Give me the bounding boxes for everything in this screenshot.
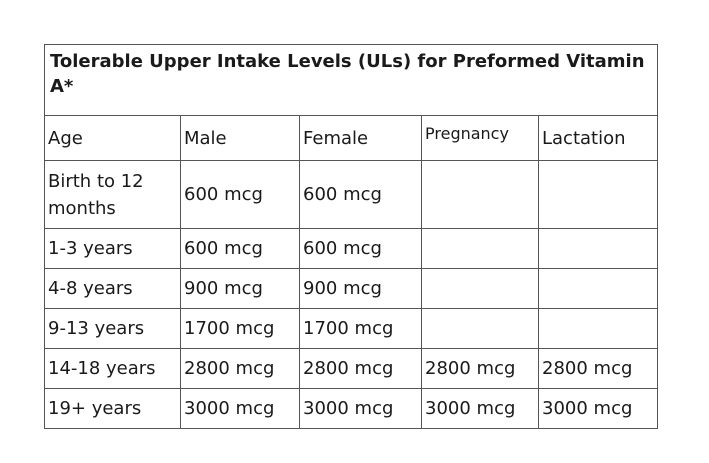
title-row: Tolerable Upper Intake Levels (ULs) for … xyxy=(43,44,659,116)
value-cell xyxy=(537,228,659,269)
data-row: 4-8 years 900 mcg 900 mcg xyxy=(44,268,659,309)
value-cell: 3000 mcg xyxy=(180,388,300,429)
value-cell: 2800 mcg xyxy=(180,348,300,389)
header-row: Age Male Female Pregnancy Lactation xyxy=(44,115,659,161)
value-cell: 1700 mcg xyxy=(299,308,422,349)
age-cell: 9-13 years xyxy=(44,308,181,349)
data-row: Birth to 12 months 600 mcg 600 mcg xyxy=(44,160,659,229)
column-header: Pregnancy xyxy=(421,115,539,161)
table-body: Age Male Female Pregnancy Lactation Birth to … xyxy=(44,115,659,429)
table-title: Tolerable Upper Intake Levels (ULs) for … xyxy=(43,44,659,116)
value-cell: 3000 mcg xyxy=(299,388,422,429)
value-cell xyxy=(537,160,659,229)
age-cell: 4-8 years xyxy=(44,268,181,309)
column-header: Male xyxy=(180,115,300,161)
value-cell xyxy=(421,308,539,349)
data-row: 14-18 years 2800 mcg 2800 mcg 2800 mcg 2800 … xyxy=(44,348,659,389)
column-header: Lactation xyxy=(537,115,659,161)
value-cell xyxy=(537,268,659,309)
column-header: Age xyxy=(44,115,181,161)
value-cell: 2800 mcg xyxy=(421,348,539,389)
value-cell xyxy=(421,160,539,229)
value-cell: 900 mcg xyxy=(299,268,422,309)
age-cell: Birth to 12 months xyxy=(44,160,181,229)
age-cell: 19+ years xyxy=(44,388,181,429)
value-cell: 2800 mcg xyxy=(537,348,659,389)
value-cell xyxy=(421,268,539,309)
age-cell: 14-18 years xyxy=(44,348,181,389)
ul-table: Tolerable Upper Intake Levels (ULs) for … xyxy=(43,44,659,429)
value-cell: 600 mcg xyxy=(299,160,422,229)
value-cell: 3000 mcg xyxy=(537,388,659,429)
column-header: Female xyxy=(299,115,422,161)
value-cell: 600 mcg xyxy=(299,228,422,269)
value-cell xyxy=(421,228,539,269)
data-row: 19+ years 3000 mcg 3000 mcg 3000 mcg 3000 mc… xyxy=(44,388,659,429)
data-row: 9-13 years 1700 mcg 1700 mcg xyxy=(44,308,659,349)
table-head: Tolerable Upper Intake Levels (ULs) for … xyxy=(43,44,659,116)
value-cell: 2800 mcg xyxy=(299,348,422,389)
value-cell xyxy=(537,308,659,349)
value-cell: 600 mcg xyxy=(180,228,300,269)
value-cell: 900 mcg xyxy=(180,268,300,309)
age-cell: 1-3 years xyxy=(44,228,181,269)
value-cell: 1700 mcg xyxy=(180,308,300,349)
value-cell: 3000 mcg xyxy=(421,388,539,429)
data-row: 1-3 years 600 mcg 600 mcg xyxy=(44,228,659,269)
value-cell: 600 mcg xyxy=(180,160,300,229)
